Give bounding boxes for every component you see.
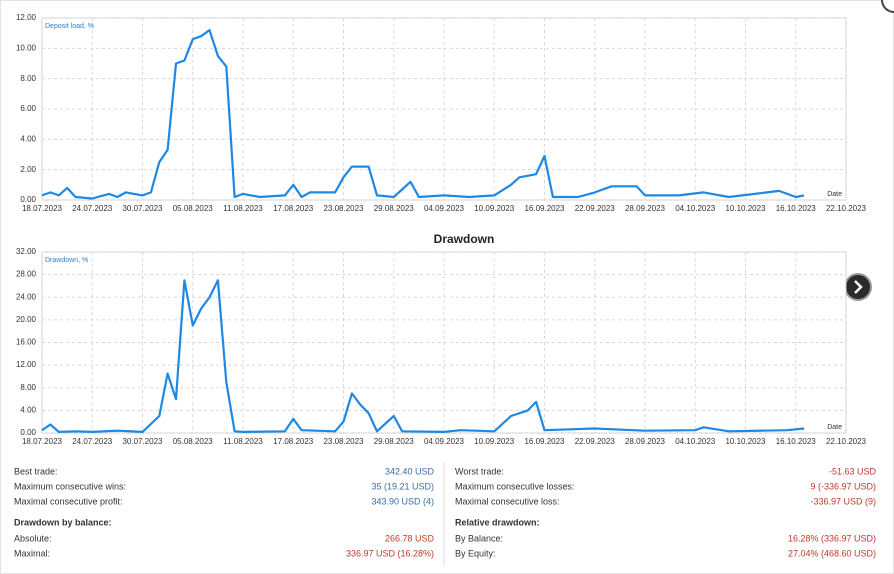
stat-label: Maximum consecutive wins: (14, 481, 126, 491)
x-tick-label: 22.10.2023 (826, 437, 867, 446)
next-button[interactable] (844, 273, 872, 301)
y-tick-label: 6.00 (20, 104, 36, 113)
x-tick-label: 04.10.2023 (675, 204, 716, 213)
x-tick-label: 18.07.2023 (22, 437, 63, 446)
x-tick-label: 17.08.2023 (273, 204, 314, 213)
x-tick-label: 23.08.2023 (323, 437, 364, 446)
x-tick-label: 28.09.2023 (625, 204, 666, 213)
x-tick-label: 30.07.2023 (122, 204, 163, 213)
data-line (41, 29, 805, 200)
y-tick-label: 8.00 (20, 74, 36, 83)
stat-label: Maximal: (14, 548, 50, 558)
x-tick-label: 16.09.2023 (524, 437, 565, 446)
x-tick-label: 10.09.2023 (474, 437, 515, 446)
y-tick-label: 20.00 (16, 315, 37, 324)
stat-value: 266.78 USD (385, 533, 435, 543)
x-tick-label: 24.07.2023 (72, 437, 113, 446)
chart-title: Drawdown (434, 232, 495, 246)
section-heading: Relative drawdown: (455, 517, 540, 527)
stat-value: -51.63 USD (829, 466, 877, 476)
stat-value: 27.04% (468.60 USD) (788, 548, 876, 558)
stat-label: Maximal consecutive loss: (455, 496, 560, 506)
stat-value: 16.28% (336.97 USD) (788, 533, 876, 543)
x-tick-label: 04.09.2023 (424, 204, 465, 213)
y-tick-label: 32.00 (16, 247, 37, 256)
x-tick-label: 30.07.2023 (122, 437, 163, 446)
y-tick-label: 28.00 (16, 270, 37, 279)
x-tick-label: 22.09.2023 (575, 437, 616, 446)
stat-label: By Balance: (455, 533, 503, 543)
x-tick-label: 23.08.2023 (323, 204, 364, 213)
x-tick-label: 18.07.2023 (22, 204, 63, 213)
y-tick-label: 2.00 (20, 165, 36, 174)
y-tick-label: 8.00 (20, 383, 36, 392)
x-tick-label: 10.10.2023 (725, 204, 766, 213)
x-tick-label: 16.10.2023 (776, 204, 817, 213)
y-tick-label: 4.00 (20, 405, 36, 414)
x-tick-label: 16.09.2023 (524, 204, 565, 213)
x-tick-label: 16.10.2023 (776, 437, 817, 446)
y-tick-label: 16.00 (16, 338, 37, 347)
stat-label: By Equity: (455, 548, 496, 558)
y-tick-label: 12.00 (16, 13, 37, 22)
data-line (41, 279, 805, 433)
x-tick-label: 10.09.2023 (474, 204, 515, 213)
x-tick-label: 28.09.2023 (625, 437, 666, 446)
x-axis-label: Date (827, 191, 842, 198)
stat-value: -336.97 USD (9) (810, 496, 876, 506)
x-tick-label: 04.10.2023 (675, 437, 716, 446)
x-tick-label: 10.10.2023 (725, 437, 766, 446)
section-heading: Drawdown by balance: (14, 517, 112, 527)
x-tick-label: 11.08.2023 (223, 437, 263, 446)
x-tick-label: 24.07.2023 (72, 204, 113, 213)
stat-value: 35 (19.21 USD) (371, 481, 434, 491)
x-tick-label: 04.09.2023 (424, 437, 465, 446)
stat-value: 9 (-336.97 USD) (810, 481, 876, 491)
stat-value: 342.40 USD (385, 466, 435, 476)
y-tick-label: 10.00 (16, 43, 37, 52)
x-tick-label: 05.08.2023 (173, 204, 214, 213)
x-tick-label: 22.10.2023 (826, 204, 867, 213)
y-tick-label: 24.00 (16, 292, 37, 301)
stat-value: 343.90 USD (4) (371, 496, 434, 506)
x-tick-label: 05.08.2023 (173, 437, 214, 446)
stat-label: Best trade: (14, 466, 58, 476)
x-tick-label: 17.08.2023 (273, 437, 314, 446)
x-tick-label: 29.08.2023 (374, 204, 415, 213)
y-tick-label: 0.00 (20, 428, 36, 437)
y-tick-label: 4.00 (20, 134, 36, 143)
stat-label: Absolute: (14, 533, 52, 543)
x-tick-label: 29.08.2023 (374, 437, 415, 446)
close-button[interactable] (881, 0, 894, 13)
y-axis-label: Deposit load, % (45, 23, 94, 30)
x-axis-label: Date (827, 424, 842, 431)
stat-label: Worst trade: (455, 466, 504, 476)
y-tick-label: 12.00 (16, 360, 37, 369)
stat-value: 336.97 USD (16.28%) (346, 548, 434, 558)
y-axis-label: Drawdown, % (45, 257, 88, 264)
stat-label: Maximal consecutive profit: (14, 496, 123, 506)
x-tick-label: 22.09.2023 (575, 204, 616, 213)
stat-label: Maximum consecutive losses: (455, 481, 575, 491)
x-tick-label: 11.08.2023 (223, 204, 263, 213)
y-tick-label: 0.00 (20, 195, 36, 204)
